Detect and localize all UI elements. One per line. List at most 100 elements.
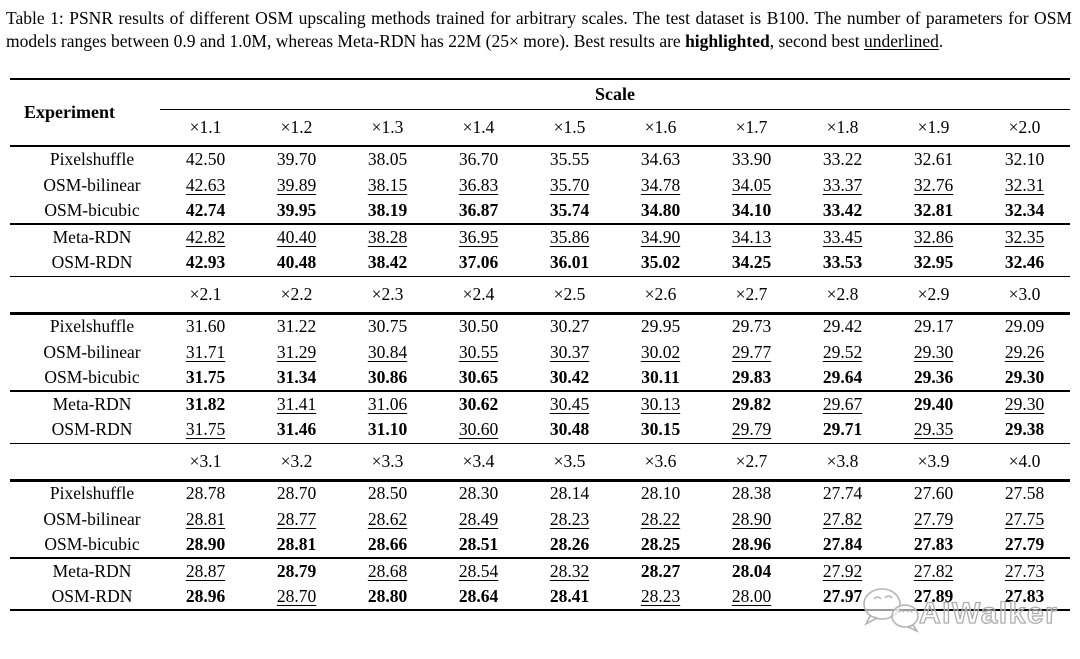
psnr-value: 30.11 [615,365,706,393]
scale-label: ×3.5 [524,443,615,482]
psnr-value: 31.82 [160,391,251,417]
psnr-value: 32.95 [888,250,979,277]
psnr-value: 28.10 [615,480,706,506]
scale-label: ×3.3 [342,443,433,482]
psnr-number: 28.96 [185,586,226,607]
psnr-value: 33.42 [797,198,888,226]
psnr-number: 31.46 [276,419,317,440]
psnr-value: 30.48 [524,417,615,444]
psnr-value: 31.71 [160,339,251,365]
experiment-label: OSM-bicubic [10,365,160,393]
scale-label: ×2.4 [433,276,524,315]
psnr-number: 27.60 [913,483,954,504]
psnr-number: 28.27 [640,561,681,582]
psnr-value: 36.95 [433,224,524,250]
psnr-value: 27.97 [797,584,888,610]
psnr-number: 29.77 [731,341,772,362]
psnr-number: 35.70 [549,174,590,195]
experiment-header: Experiment [10,79,160,148]
psnr-value: 28.25 [615,532,706,560]
scale-labels-row: ×3.1 ×3.2 ×3.3 ×3.4 ×3.5 ×3.6 ×2.7 ×3.8 ×3.9 ×4.0 [10,443,1070,482]
psnr-value: 34.63 [615,146,706,172]
psnr-value: 34.13 [706,224,797,250]
experiment-label: Meta-RDN [52,394,132,415]
experiment-label: OSM-RDN [51,586,133,607]
experiment-label: Pixelshuffle [49,316,135,337]
caption-segment: highlighted [685,31,770,52]
scale-header: Scale [160,79,1070,110]
psnr-number: 29.30 [1004,394,1045,415]
psnr-value: 42.74 [160,198,251,226]
psnr-number: 32.95 [913,252,954,273]
psnr-number: 28.26 [549,534,590,555]
scale-label: ×1.8 [797,109,888,148]
psnr-value: 39.89 [251,172,342,198]
psnr-value: 28.68 [342,558,433,584]
psnr-value: 27.89 [888,584,979,610]
psnr-number: 30.37 [549,341,590,362]
scale-label: ×3.0 [979,276,1070,315]
psnr-value: 28.96 [160,584,251,610]
psnr-value: 30.42 [524,365,615,393]
scale-label: ×2.1 [160,276,251,315]
psnr-value: 35.74 [524,198,615,226]
psnr-number: 33.22 [822,149,863,170]
psnr-value: 30.86 [342,365,433,393]
psnr-number: 28.90 [185,534,226,555]
psnr-value: 33.37 [797,172,888,198]
psnr-value: 29.30 [979,365,1070,393]
psnr-number: 32.31 [1004,174,1045,195]
psnr-number: 35.55 [549,149,590,170]
psnr-number: 31.22 [276,316,317,337]
psnr-value: 32.31 [979,172,1070,198]
scale-label: ×1.3 [342,109,433,148]
psnr-number: 36.70 [458,149,499,170]
psnr-value: 28.87 [160,558,251,584]
psnr-value: 28.00 [706,584,797,610]
psnr-number: 30.48 [549,419,590,440]
psnr-value: 27.83 [979,584,1070,610]
psnr-value: 32.46 [979,250,1070,277]
psnr-number: 27.84 [822,534,863,555]
psnr-value: 36.01 [524,250,615,277]
psnr-number: 28.81 [276,534,317,555]
scale-label: ×2.7 [706,443,797,482]
psnr-number: 29.82 [731,394,772,415]
scale-label: ×3.8 [797,443,888,482]
psnr-number: 29.71 [822,419,863,440]
psnr-number: 39.70 [276,149,317,170]
psnr-number: 35.02 [640,252,681,273]
psnr-value: 29.30 [888,339,979,365]
psnr-value: 28.23 [524,506,615,532]
psnr-number: 31.29 [276,341,317,362]
psnr-number: 27.79 [1004,534,1045,555]
psnr-number: 32.76 [913,174,954,195]
psnr-number: 28.41 [549,586,590,607]
psnr-value: 30.60 [433,417,524,444]
psnr-value: 29.95 [615,313,706,339]
psnr-number: 29.95 [640,316,681,337]
psnr-value: 28.49 [433,506,524,532]
psnr-number: 29.30 [913,341,954,362]
psnr-number: 38.19 [367,200,408,221]
psnr-value: 28.66 [342,532,433,560]
psnr-number: 31.10 [367,419,408,440]
psnr-value: 28.51 [433,532,524,560]
table-row: Pixelshuffle 31.60 31.22 30.75 30.50 30.27 29.… [10,313,1070,339]
psnr-number: 28.04 [731,561,772,582]
psnr-number: 29.17 [913,316,954,337]
table-row: Meta-RDN 31.82 31.41 31.06 30.62 30.45 30.13 29… [10,391,1070,417]
psnr-number: 37.06 [458,252,499,273]
psnr-number: 38.42 [367,252,408,273]
psnr-value: 28.41 [524,584,615,610]
scale-label: ×1.2 [251,109,342,148]
psnr-value: 39.70 [251,146,342,172]
psnr-value: 28.81 [160,506,251,532]
table-row: OSM-RDN 28.96 28.70 28.80 28.64 28.41 28.23 28.… [10,584,1070,610]
psnr-number: 29.42 [822,316,863,337]
scale-label: ×2.7 [706,276,797,315]
psnr-value: 32.35 [979,224,1070,250]
psnr-number: 27.89 [913,586,954,607]
psnr-number: 32.10 [1004,149,1045,170]
psnr-value: 28.70 [251,480,342,506]
